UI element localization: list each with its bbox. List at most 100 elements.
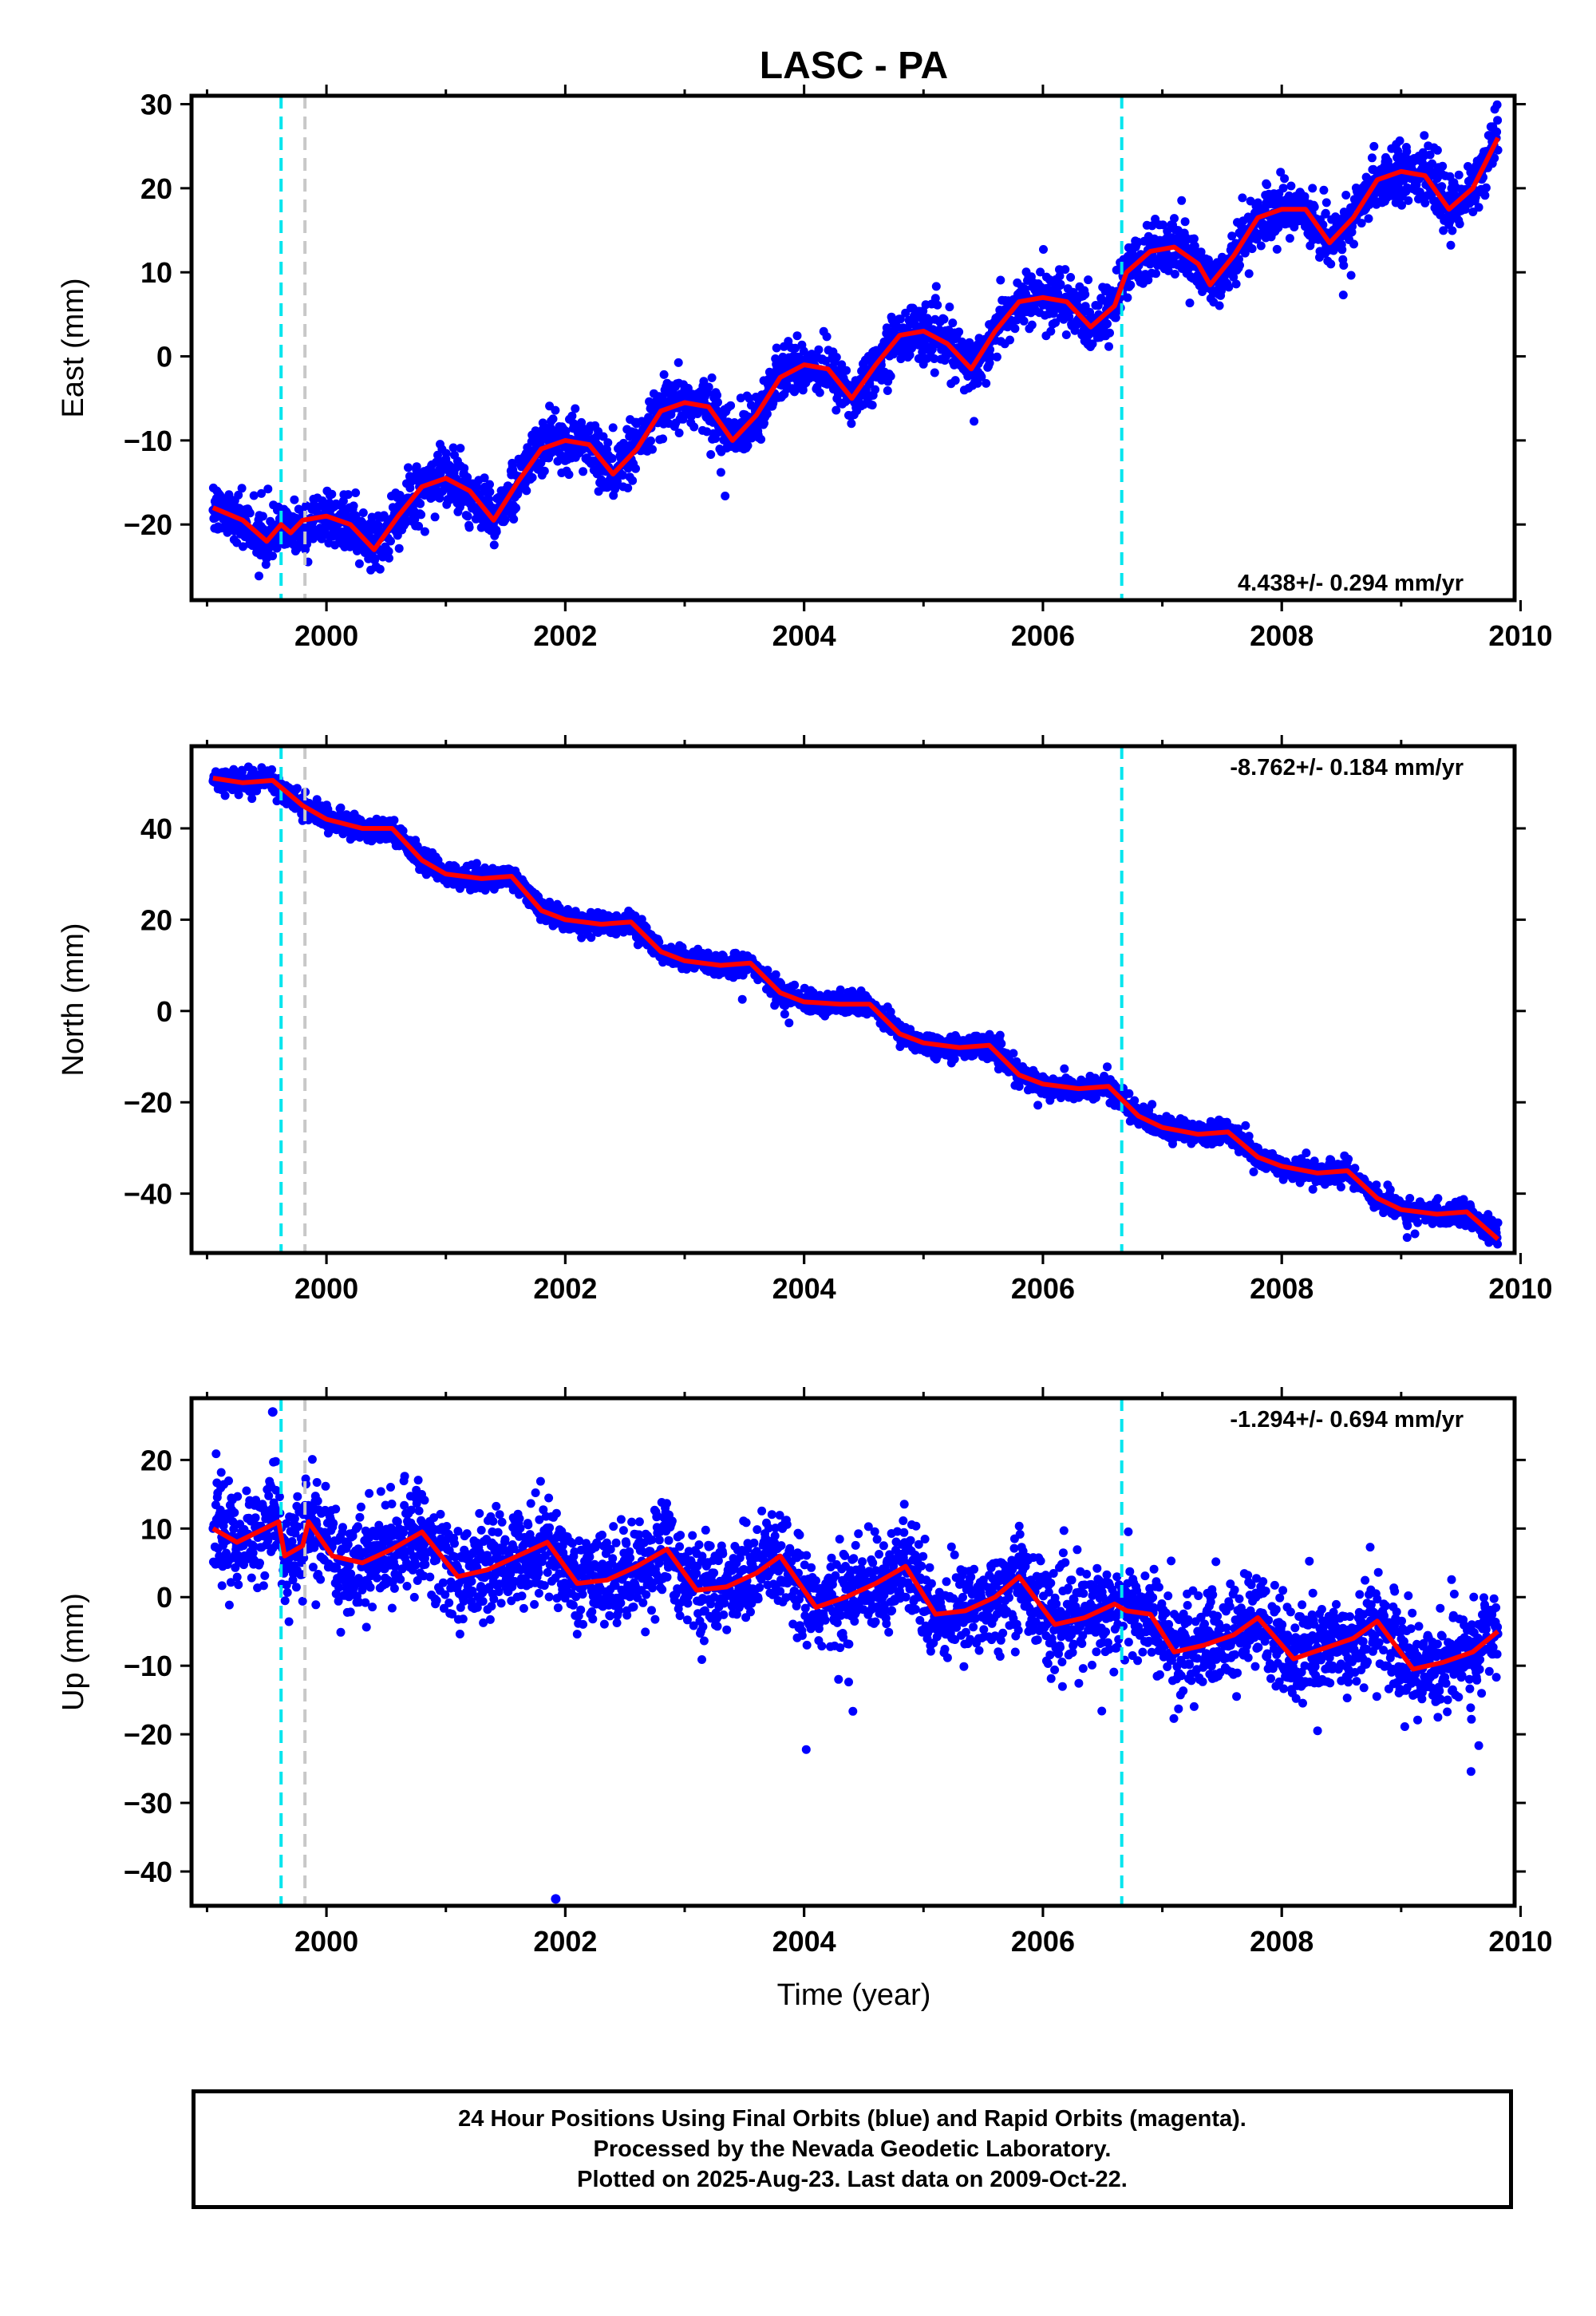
data-point (1364, 214, 1373, 223)
data-point (784, 1018, 794, 1028)
data-point (1286, 181, 1296, 191)
data-point (234, 790, 243, 800)
data-point (939, 314, 949, 324)
data-point (1010, 324, 1020, 334)
data-point (290, 495, 299, 504)
data-point (1310, 202, 1319, 211)
data-point (1231, 279, 1241, 289)
data-point (1338, 290, 1348, 300)
data-point (1417, 158, 1427, 168)
data-point (1088, 339, 1097, 349)
data-point (416, 499, 425, 508)
data-point (255, 571, 263, 581)
data-point (1308, 184, 1317, 193)
data-point (832, 353, 841, 362)
data-point (1244, 269, 1254, 279)
data-point (1177, 196, 1187, 205)
y-tick-label: 10 (140, 256, 172, 289)
data-point (551, 405, 560, 415)
data-point (1492, 127, 1502, 136)
data-point (456, 444, 465, 453)
data-point (1272, 244, 1282, 254)
data-point (485, 487, 495, 496)
y-tick-label: −10 (124, 425, 172, 457)
data-point (1055, 271, 1065, 281)
data-point (1337, 245, 1347, 255)
data-point (1061, 330, 1071, 339)
data-point (1420, 131, 1429, 140)
data-point (713, 397, 722, 407)
data-point (1357, 219, 1366, 228)
data-point (1256, 241, 1266, 251)
data-point (312, 795, 322, 804)
data-point (1481, 183, 1491, 192)
data-point (706, 450, 716, 459)
data-point (351, 488, 361, 497)
data-point (986, 345, 995, 354)
data-point (1404, 196, 1413, 205)
data-point (702, 427, 712, 437)
data-point (1346, 271, 1356, 280)
data-point (327, 489, 337, 499)
data-point (822, 332, 832, 342)
data-point (492, 527, 501, 536)
data-point (977, 372, 986, 381)
data-point (745, 393, 754, 403)
data-point (338, 496, 348, 506)
data-point (1493, 116, 1503, 125)
data-point (417, 510, 426, 520)
data-point (780, 1010, 789, 1019)
data-point (792, 331, 802, 341)
data-point (1319, 185, 1329, 195)
data-point (842, 366, 851, 375)
data-point (354, 559, 364, 568)
data-point (1493, 145, 1503, 155)
data-point (512, 504, 521, 512)
data-point (1285, 234, 1294, 243)
data-point (950, 376, 960, 385)
data-point (1046, 326, 1056, 336)
data-point (522, 486, 531, 496)
data-point (1367, 153, 1377, 163)
data-point (351, 511, 361, 520)
y-axis-ticks (180, 103, 1526, 526)
data-point (603, 438, 613, 448)
data-point (263, 484, 273, 494)
data-point (608, 423, 618, 433)
data-point (628, 476, 638, 485)
data-point (646, 436, 655, 445)
data-point (867, 401, 877, 410)
data-point (548, 414, 558, 424)
data-point (460, 464, 469, 473)
y-tick-label: 20 (140, 172, 172, 205)
data-point (1066, 273, 1076, 282)
data-point (343, 490, 353, 500)
data-point (922, 354, 932, 363)
data-point (292, 784, 302, 793)
data-point (448, 443, 458, 453)
data-point (1180, 217, 1190, 227)
plot-area (208, 96, 1503, 600)
data-point (883, 386, 892, 395)
data-point (931, 282, 941, 291)
data-point (1039, 245, 1048, 254)
y-tick-label: 0 (156, 341, 172, 373)
data-point (607, 454, 617, 463)
data-point (623, 484, 633, 492)
data-point (1061, 265, 1070, 275)
data-point (385, 553, 393, 563)
data-point (1080, 290, 1090, 299)
data-point (945, 302, 954, 312)
data-point (757, 435, 766, 444)
data-point (527, 472, 537, 482)
data-point (930, 354, 939, 363)
data-point (737, 994, 747, 1004)
data-point (1005, 335, 1014, 345)
data-point (716, 468, 725, 477)
data-point (375, 564, 385, 574)
data-point (1036, 267, 1045, 277)
data-point (918, 347, 927, 357)
plot-area (208, 746, 1503, 1253)
data-point (1448, 226, 1457, 235)
y-tick-label: 30 (140, 89, 172, 121)
